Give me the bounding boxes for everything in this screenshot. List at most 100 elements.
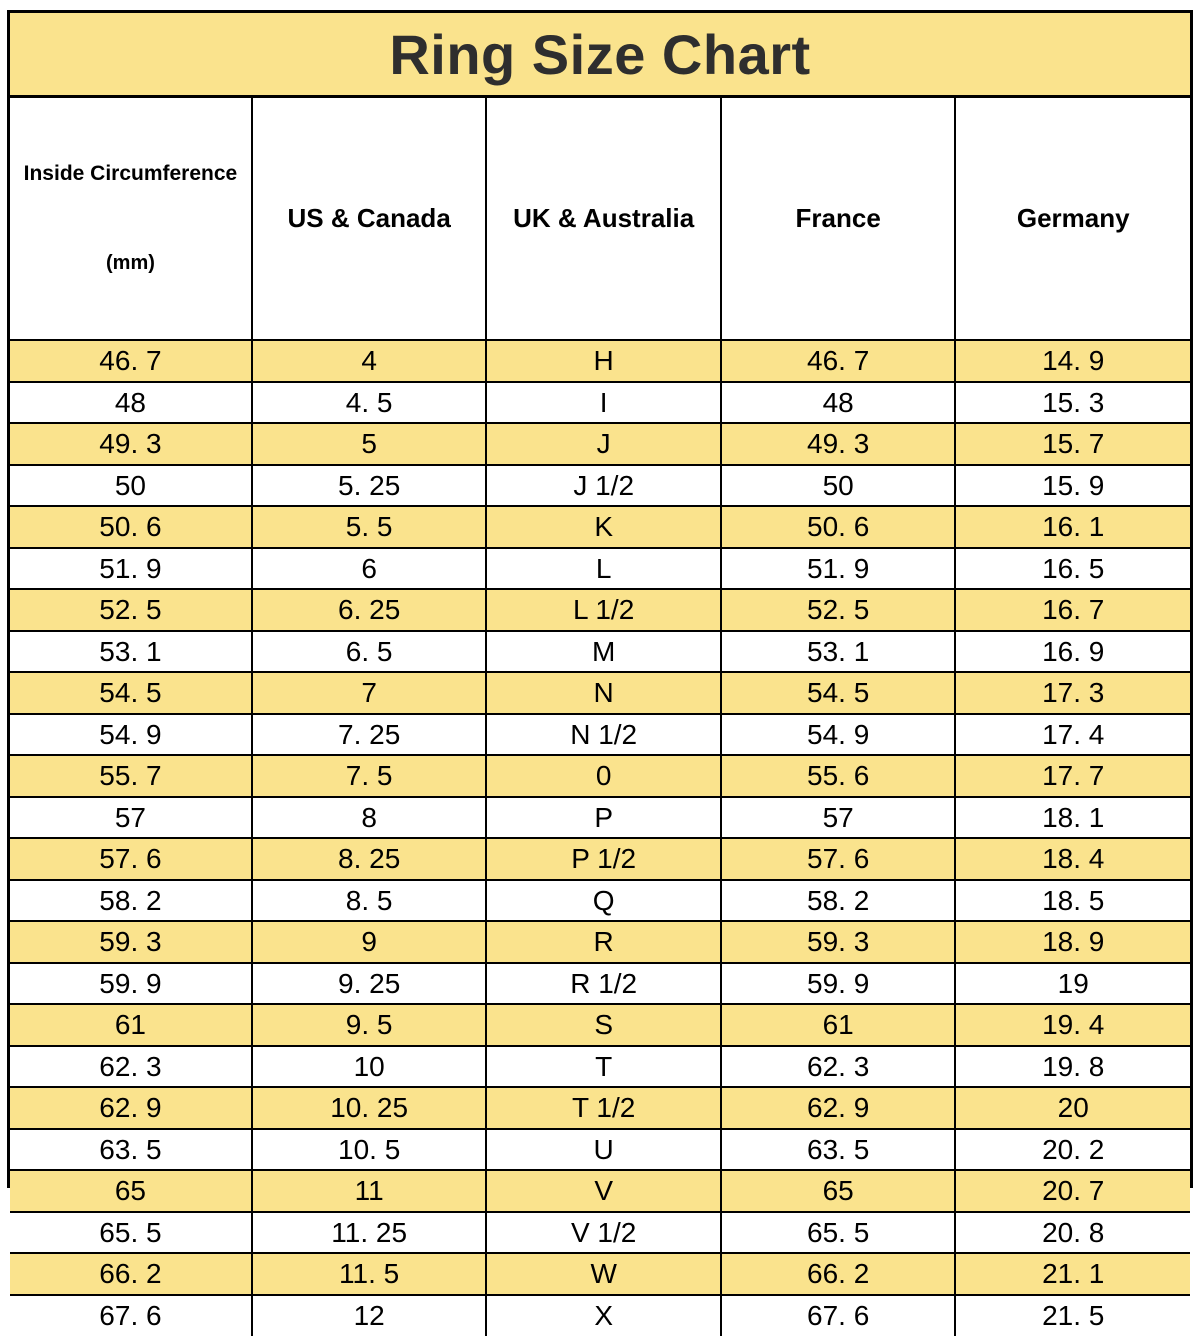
header-cell-us-canada: US & Canada [250,98,488,342]
table-cell: 5 [250,422,488,466]
table-cell: P 1/2 [485,837,722,881]
header-cell-france: France [719,98,957,342]
table-cell: 65 [10,1169,253,1213]
table-cell: 18. 5 [954,878,1190,923]
table-cell: 57. 6 [719,837,957,881]
table-cell: 18. 4 [954,837,1190,881]
table-cell: 58. 2 [10,878,253,923]
header-row: Inside Circumference (mm) US & Canada UK… [10,98,1190,342]
table-cell: 9. 5 [250,1003,488,1047]
table-cell: 7 [250,671,488,715]
table-cell: 59. 3 [719,920,957,964]
table-cell: 53. 1 [719,629,957,674]
header-label-line1: Inside Circumference [23,162,238,185]
table-cell: 6. 5 [250,629,488,674]
table-cell: 65. 5 [719,1210,957,1255]
chart-title-bar: Ring Size Chart [10,13,1190,98]
table-cell: S [485,1003,722,1047]
table-cell: 10 [250,1044,488,1089]
header-label-line2: (mm) [106,252,155,275]
table-cell: L 1/2 [485,588,722,632]
table-cell: 9. 25 [250,961,488,1006]
table-row: 61 9. 5 S 61 19. 4 [10,1003,1190,1047]
table-cell: 20. 2 [954,1127,1190,1172]
ring-size-chart-page: Ring Size Chart Inside Circumference (mm… [7,10,1193,1336]
table-cell: N 1/2 [485,712,722,757]
table-cell: 19. 8 [954,1044,1190,1089]
table-cell: 62. 9 [719,1086,957,1130]
table-cell: X [485,1293,722,1336]
table-row: 54. 9 7. 25 N 1/2 54. 9 17. 4 [10,712,1190,757]
table-cell: 67. 6 [10,1293,253,1336]
table-row: 48 4. 5 I 48 15. 3 [10,380,1190,425]
table-cell: T [485,1044,722,1089]
table-cell: Q [485,878,722,923]
table-cell: 15. 9 [954,463,1190,508]
table-row: 46. 7 4 H 46. 7 14. 9 [10,339,1190,383]
table-row: 65 11 V 65 20. 7 [10,1169,1190,1213]
table-cell: 50. 6 [719,505,957,549]
table-cell: 7. 25 [250,712,488,757]
header-cell-inside-circumference-mm: Inside Circumference (mm) [10,98,253,342]
table-cell: 55. 7 [10,754,253,798]
table-cell: 49. 3 [719,422,957,466]
table-cell: 61 [10,1003,253,1047]
table-cell: 46. 7 [719,339,957,383]
table-cell: 54. 5 [10,671,253,715]
table-cell: 19 [954,961,1190,1006]
table-cell: 17. 4 [954,712,1190,757]
table-row: 55. 7 7. 5 0 55. 6 17. 7 [10,754,1190,798]
table-cell: 50 [10,463,253,508]
table-cell: 51. 9 [719,546,957,591]
table-row: 65. 5 11. 25 V 1/2 65. 5 20. 8 [10,1210,1190,1255]
table-row: 59. 3 9 R 59. 3 18. 9 [10,920,1190,964]
table-cell: 9 [250,920,488,964]
ring-size-table: Inside Circumference (mm) US & Canada UK… [10,98,1190,1336]
table-cell: 59. 3 [10,920,253,964]
table-cell: 59. 9 [10,961,253,1006]
table-row: 57. 6 8. 25 P 1/2 57. 6 18. 4 [10,837,1190,881]
table-cell: 50. 6 [10,505,253,549]
table-cell: 5. 5 [250,505,488,549]
table-cell: 11. 5 [250,1252,488,1296]
table-cell: 48 [719,380,957,425]
table-cell: 46. 7 [10,339,253,383]
table-cell: N [485,671,722,715]
table-cell: 57. 6 [10,837,253,881]
table-cell: 48 [10,380,253,425]
header-cell-germany: Germany [954,98,1190,342]
table-cell: 61 [719,1003,957,1047]
table-cell: 66. 2 [719,1252,957,1296]
table-row: 57 8 P 57 18. 1 [10,795,1190,840]
table-cell: 65. 5 [10,1210,253,1255]
table-cell: 18. 1 [954,795,1190,840]
table-cell: 15. 7 [954,422,1190,466]
table-cell: U [485,1127,722,1172]
table-cell: R 1/2 [485,961,722,1006]
table-cell: 16. 5 [954,546,1190,591]
table-cell: 12 [250,1293,488,1336]
table-row: 52. 5 6. 25 L 1/2 52. 5 16. 7 [10,588,1190,632]
chart-frame: Ring Size Chart Inside Circumference (mm… [7,10,1193,1336]
table-cell: 62. 9 [10,1086,253,1130]
table-cell: 8. 25 [250,837,488,881]
table-cell: 14. 9 [954,339,1190,383]
table-cell: 58. 2 [719,878,957,923]
table-cell: 20. 7 [954,1169,1190,1213]
header-cell-uk-australia: UK & Australia [485,98,722,342]
table-body: 46. 7 4 H 46. 7 14. 9 48 4. 5 I 48 15. 3 49. 3 5 J 49… [10,339,1190,1336]
table-cell: 8 [250,795,488,840]
table-row: 53. 1 6. 5 M 53. 1 16. 9 [10,629,1190,674]
table-cell: 20 [954,1086,1190,1130]
table-row: 62. 9 10. 25 T 1/2 62. 9 20 [10,1086,1190,1130]
table-row: 49. 3 5 J 49. 3 15. 7 [10,422,1190,466]
table-cell: 59. 9 [719,961,957,1006]
table-cell: H [485,339,722,383]
table-cell: 53. 1 [10,629,253,674]
table-cell: L [485,546,722,591]
table-cell: 15. 3 [954,380,1190,425]
table-cell: 63. 5 [719,1127,957,1172]
table-cell: T 1/2 [485,1086,722,1130]
table-cell: V 1/2 [485,1210,722,1255]
table-cell: 16. 9 [954,629,1190,674]
